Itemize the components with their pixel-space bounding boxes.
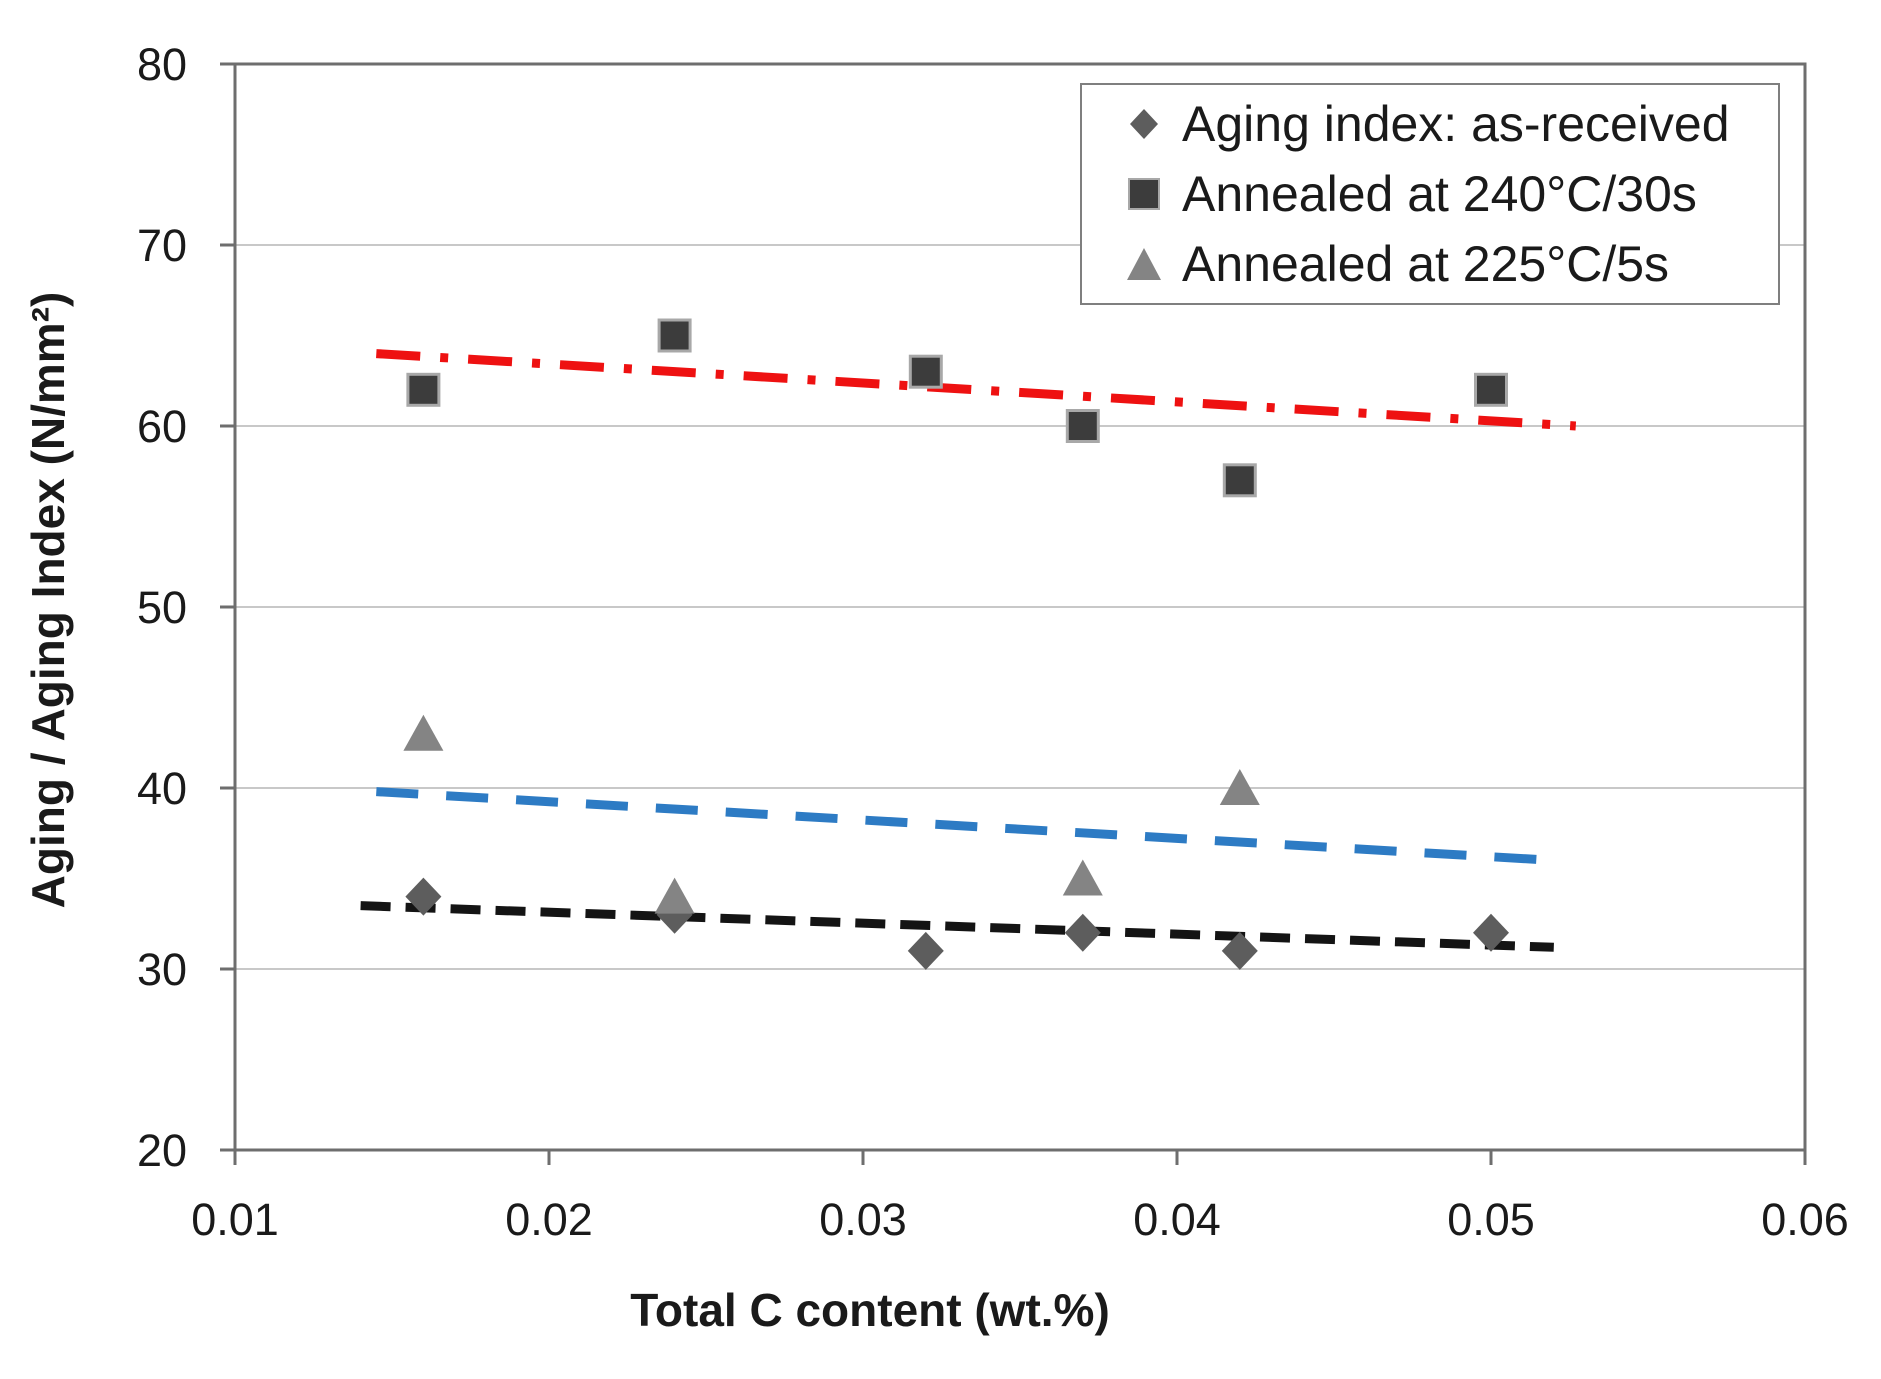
y-tick-label: 80	[137, 39, 187, 90]
x-tick-label: 0.03	[819, 1194, 907, 1245]
x-axis-title: Total C content (wt.%)	[630, 1284, 1110, 1336]
data-point-diamond	[1473, 913, 1509, 952]
data-point-triangle	[1062, 859, 1103, 896]
y-tick-label: 30	[137, 944, 187, 995]
data-point-diamond	[1221, 931, 1258, 970]
legend-label: Annealed at 240°C/30s	[1182, 166, 1697, 222]
x-tick-label: 0.05	[1447, 1194, 1535, 1245]
trendline-dash	[376, 787, 1555, 865]
legend-item-annealed-240: Annealed at 240°C/30s	[1122, 159, 1778, 229]
trendline-dash-dot	[376, 349, 1577, 431]
legend: Aging index: as-received Annealed at 240…	[1080, 83, 1780, 305]
y-tick-label: 50	[137, 582, 187, 633]
y-tick-label: 70	[137, 220, 187, 271]
y-tick-label: 20	[137, 1125, 187, 1176]
data-point-triangle	[403, 714, 444, 751]
x-tick-label: 0.04	[1133, 1194, 1221, 1245]
x-tick-label: 0.06	[1761, 1194, 1849, 1245]
legend-item-as-received: Aging index: as-received	[1122, 89, 1778, 159]
legend-item-annealed-225: Annealed at 225°C/5s	[1122, 229, 1778, 299]
y-tick-label: 60	[137, 401, 187, 452]
data-point-diamond	[405, 877, 442, 916]
x-tick-label: 0.01	[191, 1194, 279, 1245]
data-point-square	[1474, 372, 1508, 407]
trendline-short-dash	[360, 901, 1554, 952]
data-point-square	[1065, 409, 1100, 443]
square-icon	[1128, 178, 1160, 210]
data-point-square	[406, 372, 441, 407]
data-point-triangle	[654, 877, 695, 914]
triangle-icon	[1127, 248, 1161, 280]
plot-border	[233, 62, 1807, 1152]
data-point-square	[657, 318, 692, 353]
data-point-diamond	[1064, 913, 1101, 952]
data-point-triangle	[1219, 769, 1260, 805]
diamond-icon	[1130, 109, 1158, 139]
data-point-square	[1222, 463, 1257, 498]
x-tick-label: 0.02	[505, 1194, 593, 1245]
y-axis-title: Aging / Aging Index (N/mm²)	[22, 291, 74, 909]
y-tick-label: 40	[137, 763, 187, 814]
legend-label: Annealed at 225°C/5s	[1182, 236, 1670, 292]
legend-label: Aging index: as-received	[1182, 96, 1730, 152]
data-point-square	[908, 354, 943, 389]
data-point-diamond	[907, 931, 944, 970]
